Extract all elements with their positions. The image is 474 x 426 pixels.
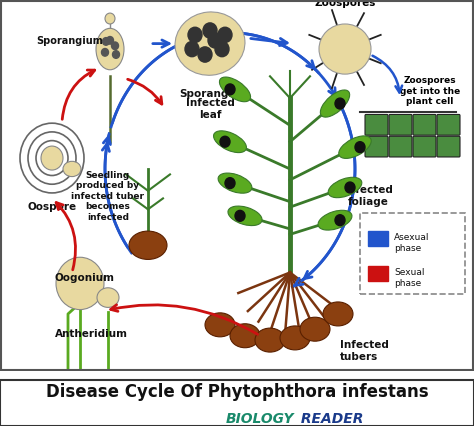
Ellipse shape [328,177,362,198]
Ellipse shape [280,326,310,350]
Circle shape [198,47,212,62]
Circle shape [208,33,222,48]
Text: BIOLOGY: BIOLOGY [225,412,294,426]
Ellipse shape [320,90,350,117]
FancyBboxPatch shape [437,115,460,135]
Circle shape [101,49,109,56]
Ellipse shape [218,173,252,193]
Ellipse shape [300,317,330,341]
Text: Asexual
phase: Asexual phase [394,233,429,253]
Text: Disease Cycle Of Phytophthora infestans: Disease Cycle Of Phytophthora infestans [46,383,428,401]
Ellipse shape [323,302,353,326]
Ellipse shape [228,206,262,226]
Circle shape [335,98,345,109]
Ellipse shape [255,328,285,352]
Ellipse shape [97,288,119,308]
Circle shape [225,84,235,95]
Ellipse shape [214,131,246,153]
Ellipse shape [175,12,245,75]
FancyBboxPatch shape [360,213,465,294]
Text: READER: READER [296,412,364,426]
Text: Sporangium: Sporangium [36,36,103,46]
Circle shape [112,51,119,58]
Circle shape [56,257,104,310]
Bar [0,380,474,426]
Circle shape [355,142,365,153]
Text: Infected
leaf: Infected leaf [185,98,235,120]
Ellipse shape [129,231,167,259]
FancyBboxPatch shape [437,136,460,157]
Ellipse shape [96,29,124,70]
Circle shape [220,136,230,147]
FancyBboxPatch shape [365,115,388,135]
Text: Sporangium: Sporangium [179,89,251,99]
Text: Zoospores
get into the
plant cell: Zoospores get into the plant cell [400,76,460,106]
Circle shape [185,41,199,57]
Text: Sexual
phase: Sexual phase [394,268,425,288]
Text: Antheridium: Antheridium [55,329,128,339]
Circle shape [188,27,202,43]
Ellipse shape [219,77,251,102]
Circle shape [105,13,115,24]
Circle shape [107,37,113,44]
Ellipse shape [230,324,260,348]
Circle shape [111,42,118,49]
Circle shape [225,178,235,189]
FancyBboxPatch shape [413,115,436,135]
FancyBboxPatch shape [413,136,436,157]
Text: Zoospores: Zoospores [314,0,376,8]
Circle shape [218,27,232,43]
Text: Oogonium: Oogonium [55,273,115,282]
Ellipse shape [41,146,63,170]
Circle shape [215,41,229,57]
FancyBboxPatch shape [365,136,388,157]
Ellipse shape [205,313,235,337]
Bar [368,231,388,246]
Circle shape [102,37,109,45]
Bar [368,266,388,281]
Text: Seedling
produced by
infected tuber
becomes
infected: Seedling produced by infected tuber beco… [72,171,145,222]
Text: Infected
foliage: Infected foliage [344,185,392,207]
Text: Infected
tubers: Infected tubers [340,340,389,362]
Ellipse shape [339,136,371,158]
Circle shape [345,182,355,193]
FancyBboxPatch shape [389,136,412,157]
Ellipse shape [318,210,352,230]
Circle shape [335,215,345,226]
FancyBboxPatch shape [389,115,412,135]
Ellipse shape [319,24,371,74]
Circle shape [203,23,217,38]
Ellipse shape [63,161,81,177]
Text: Oospore: Oospore [27,201,77,212]
Circle shape [235,210,245,221]
